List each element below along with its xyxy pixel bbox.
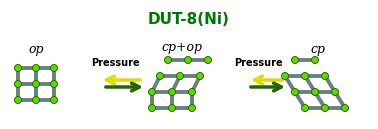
Circle shape bbox=[51, 96, 57, 103]
Circle shape bbox=[51, 80, 57, 87]
Text: cp: cp bbox=[310, 43, 325, 57]
Circle shape bbox=[169, 88, 175, 95]
Circle shape bbox=[33, 64, 39, 71]
Circle shape bbox=[282, 72, 288, 79]
Circle shape bbox=[51, 64, 57, 71]
Text: op: op bbox=[28, 43, 44, 57]
Circle shape bbox=[311, 88, 319, 95]
Circle shape bbox=[164, 57, 172, 63]
Circle shape bbox=[14, 80, 22, 87]
Circle shape bbox=[341, 104, 349, 111]
Circle shape bbox=[332, 88, 339, 95]
Circle shape bbox=[302, 104, 308, 111]
Circle shape bbox=[184, 57, 192, 63]
Circle shape bbox=[311, 57, 319, 63]
Circle shape bbox=[33, 80, 39, 87]
Circle shape bbox=[33, 96, 39, 103]
Circle shape bbox=[197, 72, 203, 79]
Circle shape bbox=[169, 104, 175, 111]
Circle shape bbox=[149, 104, 155, 111]
Circle shape bbox=[322, 104, 328, 111]
Circle shape bbox=[156, 72, 164, 79]
Circle shape bbox=[14, 96, 22, 103]
Circle shape bbox=[204, 57, 212, 63]
Circle shape bbox=[189, 88, 195, 95]
Circle shape bbox=[291, 88, 299, 95]
Circle shape bbox=[149, 88, 155, 95]
Circle shape bbox=[189, 104, 195, 111]
Circle shape bbox=[291, 57, 299, 63]
Circle shape bbox=[302, 72, 308, 79]
Text: Pressure: Pressure bbox=[234, 58, 282, 68]
Circle shape bbox=[322, 72, 328, 79]
Circle shape bbox=[177, 72, 183, 79]
Text: DUT-8(Ni): DUT-8(Ni) bbox=[148, 12, 230, 27]
Circle shape bbox=[14, 64, 22, 71]
Text: cp+op: cp+op bbox=[161, 42, 203, 54]
Text: Pressure: Pressure bbox=[91, 58, 139, 68]
